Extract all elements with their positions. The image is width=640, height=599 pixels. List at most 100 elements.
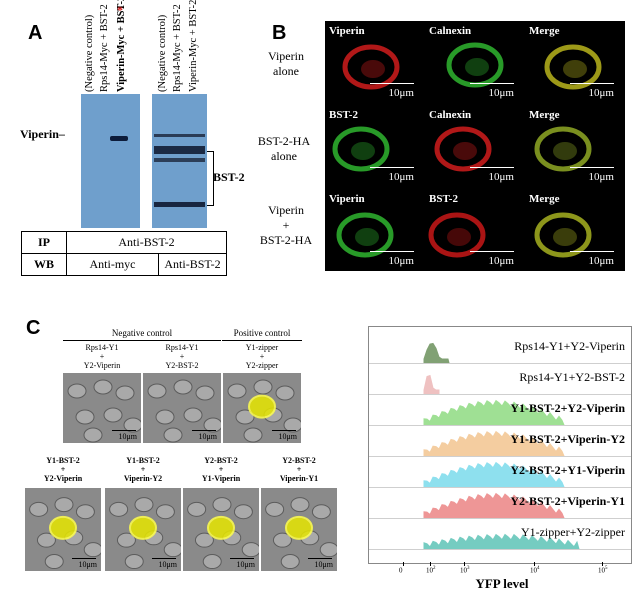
cell-body: [553, 228, 577, 246]
cell-shape: [163, 542, 181, 558]
viperin-label: Viperin–: [20, 127, 65, 141]
scale-bar: [272, 430, 296, 431]
tick-exponent: 4: [537, 566, 540, 571]
tick-base: 0: [399, 566, 403, 575]
cell-shape: [155, 504, 175, 520]
bifc-image: 10μm: [143, 373, 221, 443]
series-label: Y1-BST-2+Viperin-Y2: [510, 432, 625, 446]
axis-tick: [403, 562, 404, 566]
bifc-image: 10μm: [183, 488, 259, 571]
wb-label: WB: [33, 257, 54, 271]
axis-tick: [430, 562, 431, 566]
tick-base: 10: [530, 566, 537, 575]
scale-bar: [308, 558, 332, 559]
lane-label: (Negative control): [84, 14, 95, 92]
series-label: Y1-zipper+Y2-zipper: [520, 525, 625, 539]
flow-histogram: Rps14-Y1+Y2-Viperin Rps14-Y1+Y2-BST-2 Y1-B…: [368, 326, 632, 564]
histogram-lane: Rps14-Y1+Y2-Viperin: [369, 333, 631, 364]
cell-shape: [243, 427, 263, 443]
axis-tick: [602, 562, 603, 566]
bifc-image: 10μm: [223, 373, 301, 443]
cell-shape: [147, 383, 167, 399]
cell-fluorescence: [336, 212, 394, 258]
scale-label: 10μm: [488, 255, 514, 267]
cell-shape: [194, 532, 214, 548]
scale-label: 10μm: [314, 560, 333, 569]
cell-shape: [311, 504, 331, 520]
condition-label: Y1-BST-2 + Viperin-Y2: [101, 456, 185, 483]
cell-outline: [332, 126, 390, 172]
cell-shape: [109, 501, 129, 517]
cell-body: [553, 142, 577, 160]
cell-shape: [123, 417, 141, 433]
microscopy-cell: Merge 10μm: [525, 189, 624, 270]
cell-shape: [44, 554, 64, 570]
condition-label-line: Rps14-Y1: [165, 343, 199, 352]
scale-bar: [570, 167, 614, 168]
condition-label: Rps14-Y1 + Y2-Viperin: [59, 343, 145, 370]
cell-shape: [115, 385, 135, 401]
condition-label-line: Y2-Viperin: [43, 474, 83, 483]
bifc-image: 10μm: [63, 373, 141, 443]
condition-label-line: +: [140, 465, 146, 474]
cell-title: Merge: [529, 109, 560, 121]
axis-tick: [534, 562, 535, 566]
scale-label: 10μm: [388, 171, 414, 183]
condition-label-line: +: [60, 465, 66, 474]
cell-outline: [534, 126, 592, 172]
scale-bar: [470, 251, 514, 252]
microscopy-cell: BST-2 10μm: [425, 189, 524, 270]
cell-shape: [134, 497, 154, 513]
series-label: Y1-BST-2+Y2-Viperin: [510, 401, 625, 415]
cell-outline: [434, 126, 492, 172]
band: [154, 158, 205, 162]
cell-title: Viperin: [329, 25, 365, 37]
cell-fluorescence: [446, 42, 504, 88]
condition-label: Y1-zipper + Y2-zipper: [219, 343, 305, 370]
lane-label: Rps14-Myc + BST-2: [99, 4, 110, 92]
tick-exponent: 2: [433, 566, 436, 571]
cell-shape: [272, 532, 292, 548]
viperin-band: [110, 136, 128, 141]
band: [154, 146, 205, 154]
axis-tick-label: 104: [530, 566, 540, 574]
yfp-signal: [248, 394, 276, 419]
cell-shape: [163, 427, 183, 443]
condition-label: Rps14-Y1 + Y2-BST-2: [139, 343, 225, 370]
bst2-label: BST-2: [213, 170, 245, 184]
cell-shape: [54, 497, 74, 513]
cell-shape: [155, 409, 175, 425]
cell-title: Viperin: [329, 193, 365, 205]
blot-right: [152, 94, 207, 228]
scale-label: 10μm: [588, 87, 614, 99]
row-label-bst2-alone: BST-2-HA alone: [257, 134, 311, 163]
microscopy-cell: BST-2 10μm: [325, 105, 424, 186]
cell-shape: [75, 504, 95, 520]
histogram-lane: Y2-BST-2+Viperin-Y1: [369, 488, 631, 519]
lane-label: Viperin-Myc + BST-2: [188, 0, 199, 92]
cell-shape: [29, 501, 49, 517]
cell-body: [447, 228, 471, 246]
cell-shape: [253, 379, 273, 395]
scale-label: 10μm: [388, 87, 414, 99]
condition-label: Y1-BST-2 + Y2-Viperin: [21, 456, 105, 483]
cell-body: [453, 142, 477, 160]
condition-label-line: +: [218, 465, 224, 474]
histogram-series: [423, 492, 565, 518]
scale-bar: [370, 251, 414, 252]
scale-label: 10μm: [488, 87, 514, 99]
cell-shape: [124, 554, 144, 570]
row-label-viperin-alone: Viperin alone: [268, 49, 304, 78]
scale-bar: [570, 251, 614, 252]
axis-tick-label: 0: [399, 566, 403, 574]
yfp-signal: [285, 515, 313, 540]
scale-label: 10μm: [198, 432, 217, 441]
cell-outline: [428, 212, 486, 258]
cell-shape: [275, 385, 295, 401]
microscopy-cell: Calnexin 10μm: [425, 21, 524, 102]
scale-label: 10μm: [158, 560, 177, 569]
condition-label-line: +: [179, 352, 185, 361]
bst2-bracket: [207, 151, 214, 206]
cell-outline: [446, 42, 504, 88]
scale-bar: [470, 83, 514, 84]
